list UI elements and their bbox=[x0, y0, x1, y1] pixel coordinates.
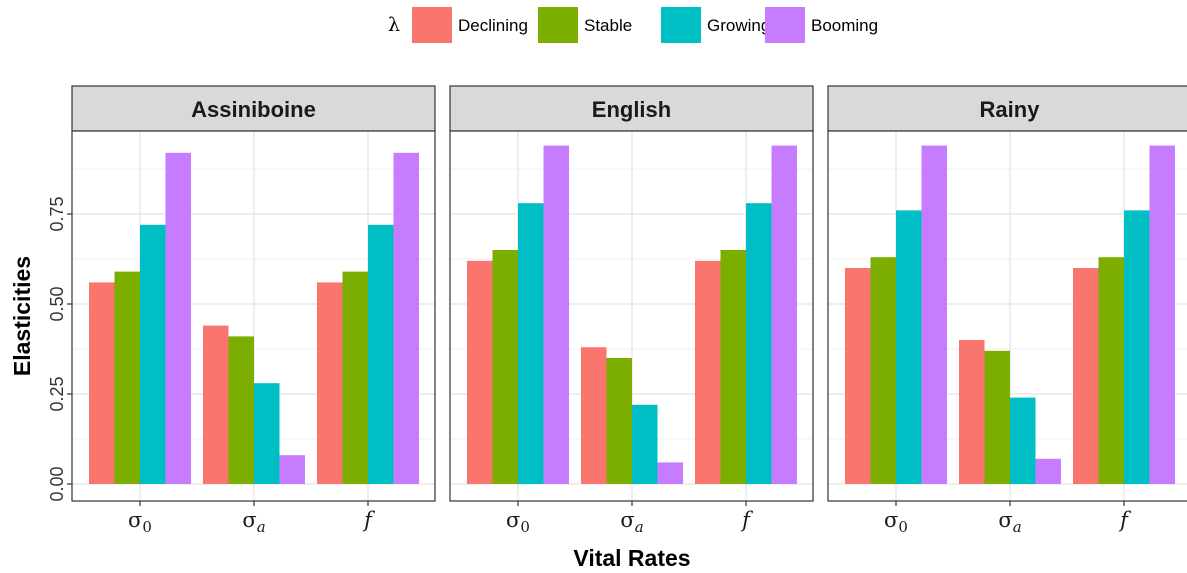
y-axis-title: Elasticities bbox=[9, 256, 35, 376]
x-tick-label: σa bbox=[242, 508, 265, 536]
bar-assiniboine-booming-2 bbox=[393, 152, 419, 485]
bar-english-growing-2 bbox=[746, 203, 772, 484]
bar-assiniboine-booming-0 bbox=[165, 152, 191, 485]
bar-rainy-growing-1 bbox=[1010, 397, 1036, 484]
panel-strip bbox=[827, 85, 1187, 132]
bar-rainy-booming-2 bbox=[1149, 145, 1175, 484]
panel-rainy: Rainy σ0 σa f bbox=[827, 85, 1187, 536]
bar-assiniboine-stable-1 bbox=[228, 336, 254, 484]
bar-english-growing-0 bbox=[518, 203, 544, 484]
bar-rainy-stable-0 bbox=[870, 257, 896, 484]
legend-label-growing: Growing bbox=[707, 16, 770, 35]
legend: λ Declining Stable Growing Booming bbox=[388, 7, 878, 43]
bar-rainy-booming-1 bbox=[1035, 458, 1061, 484]
x-tick-label: σ0 bbox=[884, 508, 908, 536]
x-tick-label: σ0 bbox=[128, 508, 152, 536]
legend-title: λ bbox=[388, 14, 400, 36]
x-axis-title: Vital Rates bbox=[573, 545, 690, 571]
bar-assiniboine-declining-0 bbox=[89, 282, 115, 484]
panel-strip bbox=[449, 85, 814, 132]
bar-rainy-stable-1 bbox=[984, 350, 1010, 484]
panel-title: Assiniboine bbox=[191, 97, 316, 122]
bar-rainy-stable-2 bbox=[1098, 257, 1124, 484]
panel-title: English bbox=[592, 97, 671, 122]
bar-english-stable-0 bbox=[492, 250, 518, 484]
bar-rainy-growing-2 bbox=[1124, 210, 1150, 484]
x-tick-label: σ0 bbox=[506, 508, 530, 536]
legend-label-stable: Stable bbox=[584, 16, 632, 35]
legend-label-booming: Booming bbox=[811, 16, 878, 35]
panel-english: English σ0 σa f bbox=[449, 85, 814, 536]
bar-rainy-declining-0 bbox=[845, 268, 871, 484]
bar-assiniboine-stable-2 bbox=[342, 271, 368, 484]
bar-english-declining-2 bbox=[695, 260, 721, 484]
bar-assiniboine-stable-0 bbox=[114, 271, 140, 484]
bar-rainy-declining-1 bbox=[959, 340, 985, 484]
bar-rainy-declining-2 bbox=[1073, 268, 1099, 484]
y-tick-label: 0.25 bbox=[47, 376, 67, 411]
panel-assiniboine: Assiniboine σ0 σa f bbox=[71, 85, 436, 536]
bar-english-booming-0 bbox=[543, 145, 569, 484]
bar-assiniboine-declining-1 bbox=[203, 325, 229, 484]
legend-key-stable bbox=[538, 7, 578, 43]
bar-english-declining-1 bbox=[581, 347, 607, 484]
bar-english-stable-1 bbox=[606, 358, 632, 484]
legend-label-declining: Declining bbox=[458, 16, 528, 35]
bar-english-booming-2 bbox=[771, 145, 797, 484]
x-tick-label: σa bbox=[998, 508, 1021, 536]
legend-key-booming bbox=[765, 7, 805, 43]
bar-assiniboine-growing-2 bbox=[368, 224, 394, 485]
panel-title: Rainy bbox=[980, 97, 1041, 122]
panel-strip bbox=[71, 85, 436, 132]
bar-english-stable-2 bbox=[720, 250, 746, 484]
bar-assiniboine-growing-1 bbox=[254, 383, 280, 484]
bar-rainy-growing-0 bbox=[896, 210, 922, 484]
y-tick-label: 0.75 bbox=[47, 196, 67, 231]
x-tick-label: σa bbox=[620, 508, 643, 536]
bar-rainy-booming-0 bbox=[921, 145, 947, 484]
bar-assiniboine-declining-2 bbox=[317, 282, 343, 484]
bar-english-declining-0 bbox=[467, 260, 493, 484]
y-tick-label: 0.50 bbox=[47, 286, 67, 321]
bar-assiniboine-growing-0 bbox=[140, 224, 166, 485]
legend-key-growing bbox=[661, 7, 701, 43]
chart-panels: Assiniboine σ0 σa f English σ0 σa f Rainy σ0 σa f bbox=[71, 85, 1187, 536]
x-tick-label: f bbox=[740, 508, 753, 532]
x-tick-label: f bbox=[1118, 508, 1131, 532]
legend-key-declining bbox=[412, 7, 452, 43]
x-tick-label: f bbox=[362, 508, 375, 532]
bar-english-growing-1 bbox=[632, 404, 658, 484]
y-axis: 0.00 0.25 0.50 0.75 bbox=[47, 196, 72, 502]
bar-english-booming-1 bbox=[657, 462, 683, 484]
bar-assiniboine-booming-1 bbox=[279, 455, 305, 484]
y-tick-label: 0.00 bbox=[47, 466, 67, 501]
